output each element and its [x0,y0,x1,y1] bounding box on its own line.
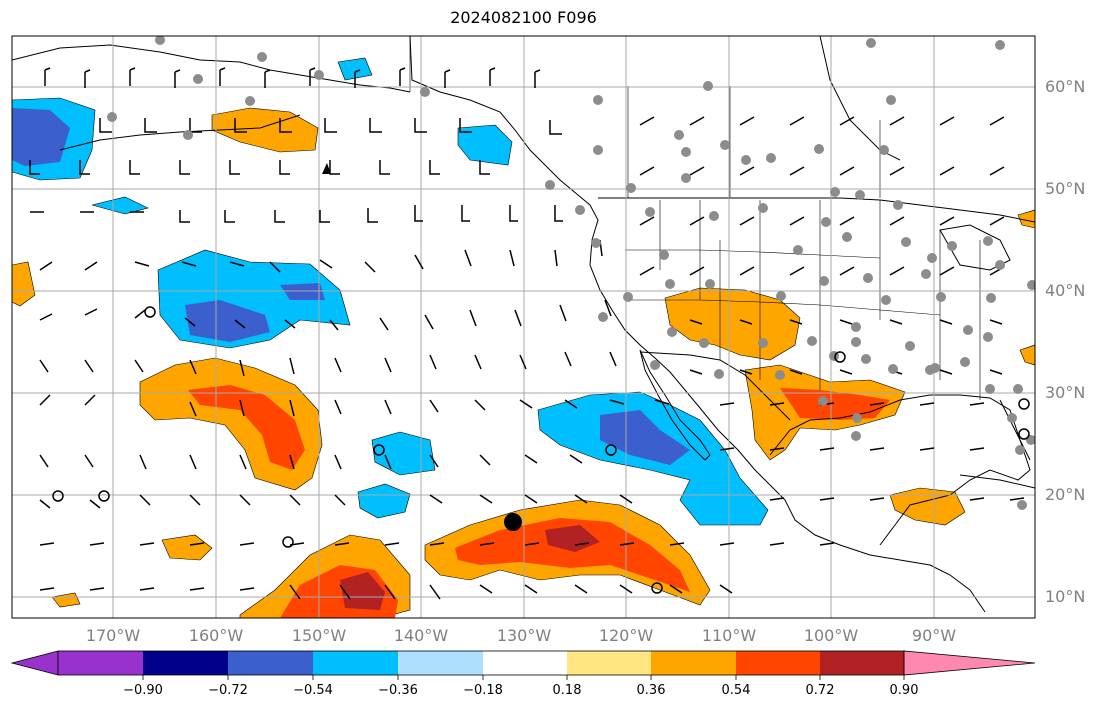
colorbar [10,650,1036,680]
colorbar-bin [483,651,567,675]
anomaly-fill-layer [12,57,1035,618]
wind-barb-row [44,67,541,88]
wind-barb-row [639,266,1005,276]
wind-barb-row [689,319,1003,325]
baja-california-coastline [639,349,711,461]
lat-label-60n: 60°N [1045,77,1086,96]
great-lakes-coastline [939,224,1011,271]
positive-anomaly-region [1017,209,1035,229]
colorbar-bin [228,651,313,675]
colorbar-extend-min [10,650,59,676]
lon-label-150w: 150°W [291,626,347,645]
positive-anomaly-region [1019,344,1035,366]
colorbar-tick-label: 0.90 [889,683,919,698]
colorbar-bin [398,651,483,675]
colorbar-tick-label: −0.18 [463,683,503,698]
colorbar-tick-label: −0.72 [208,683,248,698]
north-america-coastline [409,36,986,613]
wind-barb-row [39,542,835,546]
wind-barb-layer [29,67,1025,600]
positive-anomaly-region [545,525,600,552]
coastline-layer [12,36,1035,613]
lon-label-160w: 160°W [188,626,244,645]
lon-label-140w: 140°W [393,626,449,645]
colorbar-bin [567,651,651,675]
negative-anomaly-region [185,300,270,342]
lat-label-30n: 30°N [1045,383,1086,402]
lon-label-170w: 170°W [85,626,141,645]
plot-area [12,36,1035,618]
colorbar-bin [58,651,143,675]
lat-label-10n: 10°N [1045,587,1086,606]
wind-barb-row [719,447,985,451]
colorbar-extend-max [903,650,1036,676]
colorbar-tick-label: 0.54 [721,683,751,698]
colorbar-bin [736,651,820,675]
colorbar-frame [57,650,905,676]
wind-barb-row [39,394,670,417]
wind-barb-row [639,116,1005,126]
negative-anomaly-region [12,108,70,166]
wind-barb-row [39,239,603,273]
colorbar-bin [651,651,736,675]
map-title: 2024082100 F096 [450,8,597,27]
wind-barb-row [39,299,612,331]
wind-barb-row [39,584,733,600]
lon-label-120w: 120°W [598,626,654,645]
wind-barb-row [30,205,563,223]
positive-anomaly-region [889,487,966,526]
negative-anomaly-region [457,124,513,166]
wind-barb-row [39,351,617,377]
lat-label-20n: 20°N [1045,485,1086,504]
positive-anomaly-region [211,107,319,153]
lat-label-50n: 50°N [1045,179,1086,198]
colorbar-tick-label: 0.36 [636,683,666,698]
negative-anomaly-region [337,57,373,81]
lon-label-130w: 130°W [496,626,552,645]
positive-anomaly-region [780,388,890,420]
triangle-marker [322,163,331,174]
positive-anomaly-region [340,572,385,610]
positive-anomaly-region [455,518,690,592]
alaska-coastline [12,44,411,151]
lon-label-90w: 90°W [911,626,957,645]
wind-barb-row [769,497,1025,501]
colorbar-bin [313,651,398,675]
negative-anomaly-region [357,483,411,519]
colorbar-tick-label: −0.54 [293,683,333,698]
colorbar-tick-label: 0.72 [805,683,835,698]
storm-center-marker [504,513,522,531]
colorbar-bin [143,651,228,675]
colorbar-tick-label: 0.18 [552,683,582,698]
negative-anomaly-region [91,196,149,215]
positive-anomaly-region [12,261,36,307]
lon-label-100w: 100°W [803,626,859,645]
gridlines [12,36,1035,618]
negative-anomaly-region [600,410,690,465]
calm-markers [52,306,1030,594]
wind-barb-row [639,216,1005,226]
positive-anomaly-region [188,385,305,470]
station-markers [107,36,1035,510]
negative-anomaly-region [371,431,436,476]
lat-label-40n: 40°N [1045,281,1086,300]
plot-frame [11,35,1036,619]
colorbar-tick-label: −0.90 [123,683,163,698]
lon-label-110w: 110°W [701,626,757,645]
state-borders [409,36,981,400]
wind-barb-row [39,494,633,509]
colorbar-bin [820,651,904,675]
colorbar-tick-label: −0.36 [378,683,418,698]
positive-anomaly-region [161,534,213,561]
gulf-of-mexico-coastline [769,394,1031,546]
wind-barb-row [639,166,1005,176]
wind-barb-row [39,454,583,470]
cuba-coastline [959,474,1035,489]
